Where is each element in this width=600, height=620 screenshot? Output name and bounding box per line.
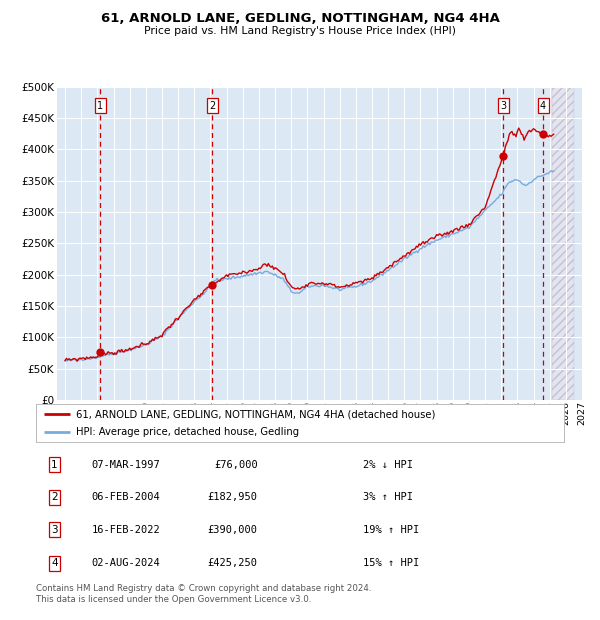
Text: 3: 3 [500, 100, 506, 110]
Text: £425,250: £425,250 [208, 559, 258, 569]
Text: 19% ↑ HPI: 19% ↑ HPI [364, 525, 419, 534]
Text: This data is licensed under the Open Government Licence v3.0.: This data is licensed under the Open Gov… [36, 595, 311, 604]
Text: £182,950: £182,950 [208, 492, 258, 502]
Text: 2: 2 [51, 492, 58, 502]
Text: 16-FEB-2022: 16-FEB-2022 [91, 525, 160, 534]
Text: £76,000: £76,000 [214, 459, 258, 470]
Text: £390,000: £390,000 [208, 525, 258, 534]
Text: 06-FEB-2004: 06-FEB-2004 [91, 492, 160, 502]
Bar [553, 87, 574, 400]
Text: 1: 1 [51, 459, 58, 470]
Text: 07-MAR-1997: 07-MAR-1997 [91, 459, 160, 470]
Text: 3: 3 [51, 525, 58, 534]
Text: Price paid vs. HM Land Registry's House Price Index (HPI): Price paid vs. HM Land Registry's House … [144, 26, 456, 36]
Text: 61, ARNOLD LANE, GEDLING, NOTTINGHAM, NG4 4HA (detached house): 61, ARNOLD LANE, GEDLING, NOTTINGHAM, NG… [76, 409, 435, 419]
Text: 02-AUG-2024: 02-AUG-2024 [91, 559, 160, 569]
Text: 4: 4 [51, 559, 58, 569]
Text: 2: 2 [209, 100, 215, 110]
Text: 1: 1 [97, 100, 103, 110]
Text: 61, ARNOLD LANE, GEDLING, NOTTINGHAM, NG4 4HA: 61, ARNOLD LANE, GEDLING, NOTTINGHAM, NG… [101, 12, 499, 25]
Bar [553, 87, 574, 400]
Text: HPI: Average price, detached house, Gedling: HPI: Average price, detached house, Gedl… [76, 427, 299, 438]
Text: 3% ↑ HPI: 3% ↑ HPI [364, 492, 413, 502]
Text: 2% ↓ HPI: 2% ↓ HPI [364, 459, 413, 470]
Text: 15% ↑ HPI: 15% ↑ HPI [364, 559, 419, 569]
Text: Contains HM Land Registry data © Crown copyright and database right 2024.: Contains HM Land Registry data © Crown c… [36, 584, 371, 593]
Text: 4: 4 [540, 100, 546, 110]
